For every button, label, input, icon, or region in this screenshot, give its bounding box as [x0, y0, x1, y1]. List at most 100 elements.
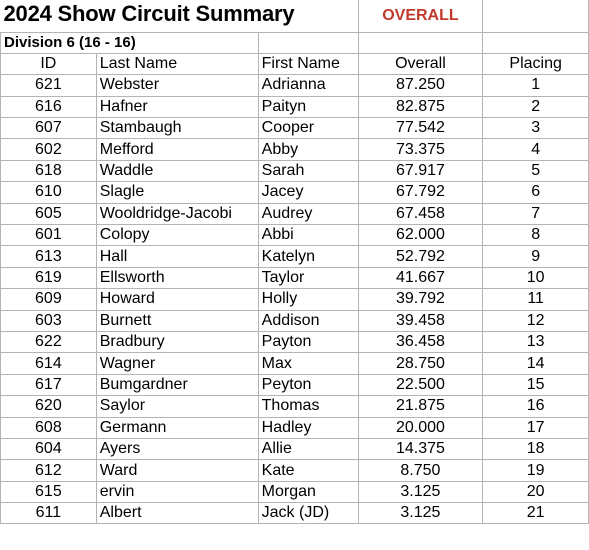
cell-id[interactable]: 620: [0, 395, 97, 418]
cell-placing[interactable]: 9: [482, 245, 589, 268]
cell-overall[interactable]: 28.750: [357, 352, 484, 375]
cell-placing[interactable]: 16: [482, 395, 589, 418]
cell-id[interactable]: 616: [0, 95, 97, 119]
cell-placing[interactable]: 4: [482, 138, 589, 161]
cell-placing[interactable]: 3: [482, 117, 589, 140]
cell-placing[interactable]: 17: [482, 416, 589, 439]
cell-last-name[interactable]: Hall: [95, 245, 259, 268]
cell-last-name[interactable]: Saylor: [95, 395, 259, 418]
cell-placing[interactable]: 19: [482, 459, 589, 482]
cell-last-name[interactable]: Waddle: [95, 159, 259, 183]
cell-last-name[interactable]: Bumgardner: [95, 373, 259, 397]
cell-last-name[interactable]: ervin: [95, 480, 259, 504]
cell-placing[interactable]: 8: [482, 224, 589, 247]
cell-overall[interactable]: 36.458: [357, 330, 484, 354]
cell-last-name[interactable]: Ward: [95, 459, 259, 482]
cell-first-name[interactable]: Payton: [257, 330, 359, 354]
cell-id[interactable]: 614: [0, 352, 97, 375]
cell-id[interactable]: 602: [0, 138, 97, 161]
cell-overall[interactable]: 82.875: [357, 95, 484, 119]
empty-cell[interactable]: [357, 31, 484, 54]
cell-first-name[interactable]: Morgan: [257, 480, 359, 504]
cell-last-name[interactable]: Ellsworth: [95, 266, 259, 290]
cell-id[interactable]: 607: [0, 117, 97, 140]
header-id[interactable]: ID: [0, 52, 97, 76]
cell-id[interactable]: 601: [0, 224, 97, 247]
cell-first-name[interactable]: Jack (JD): [257, 502, 359, 525]
cell-id[interactable]: 621: [0, 74, 97, 97]
cell-placing[interactable]: 6: [482, 181, 589, 204]
cell-id[interactable]: 605: [0, 202, 97, 226]
cell-placing[interactable]: 15: [482, 373, 589, 397]
cell-overall[interactable]: 62.000: [357, 224, 484, 247]
empty-cell[interactable]: [482, 31, 589, 54]
cell-last-name[interactable]: Wooldridge-Jacobi: [95, 202, 259, 226]
cell-overall[interactable]: 77.542: [357, 117, 484, 140]
cell-first-name[interactable]: Max: [257, 352, 359, 375]
cell-first-name[interactable]: Allie: [257, 437, 359, 461]
cell-first-name[interactable]: Addison: [257, 309, 359, 332]
cell-placing[interactable]: 2: [482, 95, 589, 119]
cell-overall[interactable]: 22.500: [357, 373, 484, 397]
cell-first-name[interactable]: Holly: [257, 288, 359, 311]
cell-first-name[interactable]: Thomas: [257, 395, 359, 418]
cell-last-name[interactable]: Webster: [95, 74, 259, 97]
cell-placing[interactable]: 14: [482, 352, 589, 375]
cell-last-name[interactable]: Wagner: [95, 352, 259, 375]
cell-overall[interactable]: 67.458: [357, 202, 484, 226]
cell-overall[interactable]: 39.792: [357, 288, 484, 311]
sheet-title-cell[interactable]: 2024 Show Circuit Summary: [0, 0, 359, 33]
cell-last-name[interactable]: Hafner: [95, 95, 259, 119]
header-overall[interactable]: Overall: [357, 52, 484, 76]
cell-placing[interactable]: 11: [482, 288, 589, 311]
cell-id[interactable]: 611: [0, 502, 97, 525]
empty-cell[interactable]: [257, 31, 359, 54]
cell-id[interactable]: 603: [0, 309, 97, 332]
cell-placing[interactable]: 21: [482, 502, 589, 525]
cell-id[interactable]: 612: [0, 459, 97, 482]
cell-first-name[interactable]: Hadley: [257, 416, 359, 439]
cell-id[interactable]: 613: [0, 245, 97, 268]
cell-overall[interactable]: 3.125: [357, 480, 484, 504]
cell-first-name[interactable]: Katelyn: [257, 245, 359, 268]
cell-overall[interactable]: 41.667: [357, 266, 484, 290]
cell-placing[interactable]: 13: [482, 330, 589, 354]
cell-first-name[interactable]: Paityn: [257, 95, 359, 119]
cell-overall[interactable]: 21.875: [357, 395, 484, 418]
cell-overall[interactable]: 87.250: [357, 74, 484, 97]
cell-id[interactable]: 610: [0, 181, 97, 204]
cell-first-name[interactable]: Abby: [257, 138, 359, 161]
header-placing[interactable]: Placing: [482, 52, 589, 76]
cell-id[interactable]: 609: [0, 288, 97, 311]
cell-first-name[interactable]: Audrey: [257, 202, 359, 226]
cell-overall[interactable]: 39.458: [357, 309, 484, 332]
cell-placing[interactable]: 1: [482, 74, 589, 97]
cell-placing[interactable]: 5: [482, 159, 589, 183]
cell-id[interactable]: 615: [0, 480, 97, 504]
cell-id[interactable]: 619: [0, 266, 97, 290]
cell-placing[interactable]: 18: [482, 437, 589, 461]
cell-last-name[interactable]: Ayers: [95, 437, 259, 461]
cell-last-name[interactable]: Bradbury: [95, 330, 259, 354]
empty-cell[interactable]: [482, 0, 589, 33]
cell-last-name[interactable]: Slagle: [95, 181, 259, 204]
cell-first-name[interactable]: Adrianna: [257, 74, 359, 97]
division-cell[interactable]: Division 6 (16 - 16): [0, 31, 259, 54]
header-last-name[interactable]: Last Name: [95, 52, 259, 76]
cell-placing[interactable]: 20: [482, 480, 589, 504]
cell-last-name[interactable]: Albert: [95, 502, 259, 525]
cell-last-name[interactable]: Germann: [95, 416, 259, 439]
cell-overall[interactable]: 67.917: [357, 159, 484, 183]
cell-id[interactable]: 622: [0, 330, 97, 354]
cell-overall[interactable]: 14.375: [357, 437, 484, 461]
header-first-name[interactable]: First Name: [257, 52, 359, 76]
cell-overall[interactable]: 8.750: [357, 459, 484, 482]
cell-first-name[interactable]: Abbi: [257, 224, 359, 247]
cell-placing[interactable]: 7: [482, 202, 589, 226]
cell-last-name[interactable]: Burnett: [95, 309, 259, 332]
cell-first-name[interactable]: Jacey: [257, 181, 359, 204]
cell-placing[interactable]: 10: [482, 266, 589, 290]
cell-id[interactable]: 618: [0, 159, 97, 183]
cell-last-name[interactable]: Mefford: [95, 138, 259, 161]
cell-first-name[interactable]: Cooper: [257, 117, 359, 140]
